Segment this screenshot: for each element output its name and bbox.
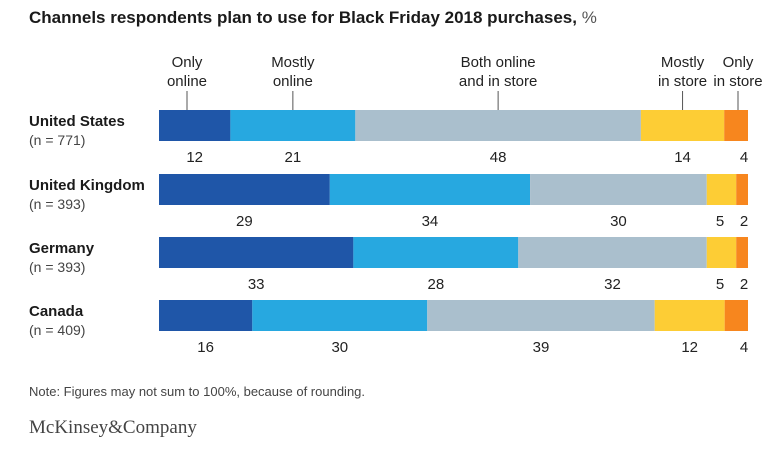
value-label: 21 (285, 149, 302, 166)
series-label: online (273, 73, 313, 90)
value-label: 33 (248, 276, 265, 293)
value-label: 29 (236, 213, 253, 230)
bar-segment (518, 237, 707, 268)
category-sample-size: (n = 771) (29, 132, 85, 148)
chart-title-text: Channels respondents plan to use for Bla… (29, 8, 577, 27)
bar-segment (654, 300, 725, 331)
category-sample-size: (n = 393) (29, 196, 85, 212)
bar-segment (159, 174, 330, 205)
stacked-bar-chart: United States (n = 771) 12 21 48 14 4 United Ki… (29, 54, 763, 356)
value-label: 12 (681, 339, 698, 356)
series-label: and in store (459, 73, 537, 90)
bar-segment (640, 110, 725, 141)
category-label: Germany (29, 240, 95, 257)
value-label: 30 (331, 339, 348, 356)
bar-segment (252, 300, 428, 331)
bar-segment (159, 110, 231, 141)
bar-segment (724, 300, 748, 331)
series-label: Mostly (661, 54, 705, 71)
value-label: 16 (197, 339, 214, 356)
value-label: 32 (604, 276, 621, 293)
value-label: 28 (427, 276, 444, 293)
category-sample-size: (n = 409) (29, 322, 85, 338)
footnote: Note: Figures may not sum to 100%, becau… (29, 384, 366, 399)
bar-segment (706, 174, 737, 205)
brand-logo: McKinsey&Company (29, 417, 197, 438)
value-label: 48 (490, 149, 507, 166)
value-label: 34 (422, 213, 439, 230)
bar-segment (736, 174, 748, 205)
series-label: in store (658, 73, 707, 90)
bar-segment (329, 174, 531, 205)
value-label: 30 (610, 213, 627, 230)
chart-title-unit: % (581, 8, 597, 27)
value-label: 5 (716, 276, 724, 293)
value-label: 2 (740, 276, 748, 293)
series-label: Only (723, 54, 754, 71)
bar-segment (724, 110, 748, 141)
series-label: in store (713, 73, 762, 90)
series-label: Only (172, 54, 203, 71)
value-label: 4 (740, 339, 748, 356)
category-label: United Kingdom (29, 177, 145, 194)
value-label: 39 (533, 339, 550, 356)
value-label: 14 (674, 149, 691, 166)
value-label: 4 (740, 149, 748, 166)
bar-segment (353, 237, 519, 268)
bar-segment (427, 300, 655, 331)
category-label: Canada (29, 303, 84, 320)
series-label: Mostly (271, 54, 315, 71)
value-label: 2 (740, 213, 748, 230)
bar-segment (159, 300, 253, 331)
bar-segment (736, 237, 748, 268)
series-label: Both online (461, 54, 536, 71)
bar-segment (706, 237, 737, 268)
bar-segment (355, 110, 641, 141)
category-sample-size: (n = 393) (29, 259, 85, 275)
bar-segment (530, 174, 707, 205)
bar-segment (230, 110, 356, 141)
chart-title: Channels respondents plan to use for Bla… (29, 8, 597, 28)
value-label: 5 (716, 213, 724, 230)
series-label: online (167, 73, 207, 90)
value-label: 12 (186, 149, 203, 166)
bar-segment (159, 237, 354, 268)
category-label: United States (29, 113, 125, 130)
